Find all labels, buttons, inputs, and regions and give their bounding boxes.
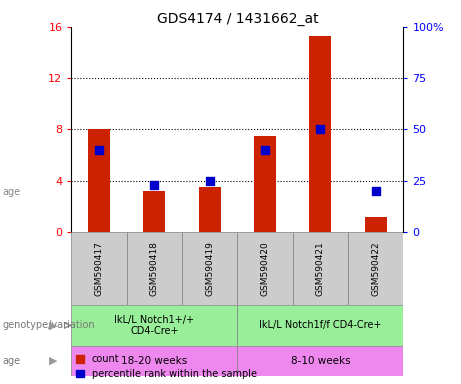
Bar <box>237 346 403 376</box>
Text: 18-20 weeks: 18-20 weeks <box>121 356 188 366</box>
Bar <box>237 232 293 305</box>
Bar <box>254 136 276 232</box>
Text: GSM590422: GSM590422 <box>371 241 380 296</box>
Text: GSM590418: GSM590418 <box>150 241 159 296</box>
Text: genotype/variation: genotype/variation <box>2 320 95 330</box>
Text: GSM590421: GSM590421 <box>316 241 325 296</box>
Bar <box>127 232 182 305</box>
Text: IkL/L Notch1f/f CD4-Cre+: IkL/L Notch1f/f CD4-Cre+ <box>259 320 382 330</box>
Point <box>261 147 269 153</box>
Text: ▶: ▶ <box>49 356 57 366</box>
Bar <box>309 36 331 232</box>
Bar <box>348 232 403 305</box>
Point <box>95 147 103 153</box>
Bar <box>182 232 237 305</box>
Bar <box>237 305 403 346</box>
Text: GSM590417: GSM590417 <box>95 241 104 296</box>
Title: GDS4174 / 1431662_at: GDS4174 / 1431662_at <box>157 12 318 26</box>
Point <box>151 182 158 188</box>
Point <box>206 178 213 184</box>
Text: age: age <box>2 187 20 197</box>
Legend: count, percentile rank within the sample: count, percentile rank within the sample <box>77 354 257 379</box>
Bar <box>71 305 237 346</box>
Point <box>372 188 379 194</box>
Bar <box>71 346 237 376</box>
Bar <box>293 232 348 305</box>
Text: IkL/L Notch1+/+
CD4-Cre+: IkL/L Notch1+/+ CD4-Cre+ <box>114 314 195 336</box>
Text: GSM590419: GSM590419 <box>205 241 214 296</box>
Text: age: age <box>2 356 20 366</box>
Point <box>317 126 324 132</box>
Text: ▶: ▶ <box>49 320 57 330</box>
Text: 8-10 weeks: 8-10 weeks <box>290 356 350 366</box>
Bar <box>71 232 127 305</box>
Bar <box>143 191 165 232</box>
Text: GSM590420: GSM590420 <box>260 241 270 296</box>
Bar <box>88 129 110 232</box>
Bar <box>199 187 221 232</box>
Bar <box>365 217 387 232</box>
